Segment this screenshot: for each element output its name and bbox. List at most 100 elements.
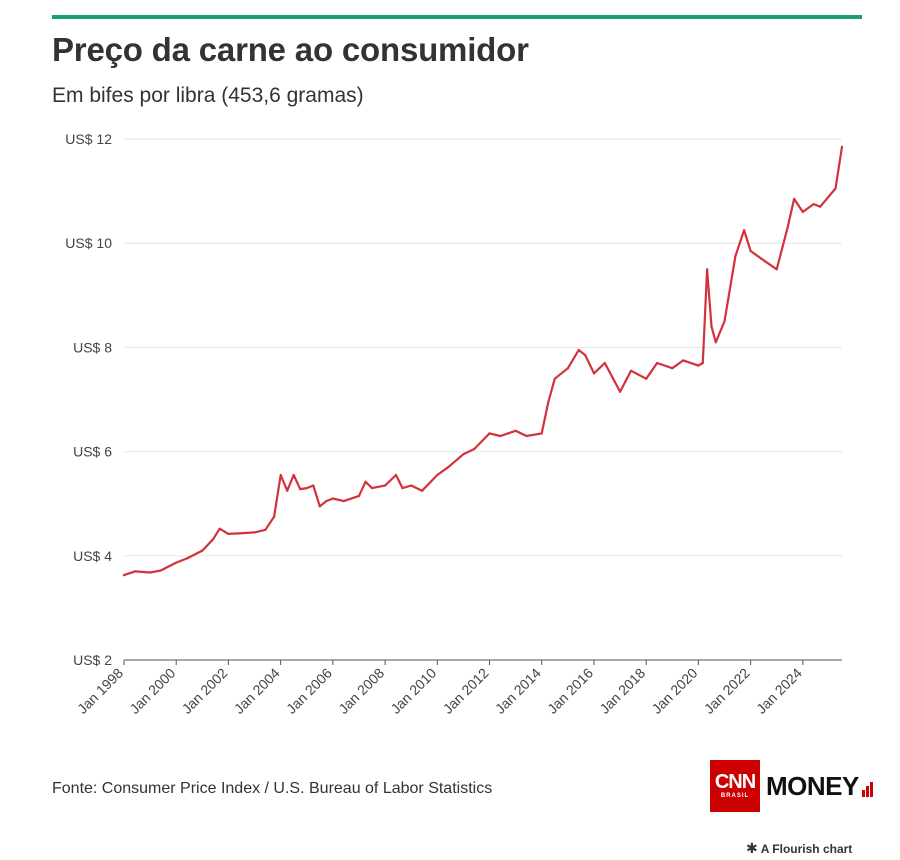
data-point	[801, 210, 804, 213]
data-point	[201, 549, 204, 552]
data-point	[401, 487, 404, 490]
y-tick-label: US$ 12	[65, 131, 112, 147]
data-point	[318, 505, 321, 508]
x-tick-label: Jan 2014	[492, 665, 544, 717]
flourish-credit-label: A Flourish chart	[760, 842, 853, 856]
accent-bar	[52, 15, 862, 19]
y-tick-label: US$ 10	[65, 235, 112, 251]
data-point	[701, 361, 704, 365]
data-point	[212, 538, 215, 541]
data-point	[577, 348, 580, 352]
data-point	[357, 494, 361, 497]
data-point	[175, 561, 178, 564]
data-point	[760, 257, 763, 260]
chart-title: Preço da carne ao consumidor	[52, 31, 529, 68]
data-point	[592, 372, 596, 375]
cnn-money-logo[interactable]: CNN BRASIL MONEY	[710, 760, 874, 812]
data-point	[436, 473, 439, 477]
data-point	[473, 447, 476, 451]
data-point	[159, 569, 163, 572]
data-point	[584, 354, 587, 357]
cnn-logo-text: CNN	[714, 771, 756, 793]
data-point	[253, 531, 256, 534]
y-tick-label: US$ 4	[73, 548, 112, 564]
data-point	[273, 515, 276, 518]
y-tick-label: US$ 8	[73, 339, 112, 355]
x-tick-label: Jan 2024	[753, 665, 805, 717]
data-point	[834, 187, 837, 190]
data-point	[645, 377, 648, 380]
x-tick-label: Jan 2022	[701, 665, 753, 717]
y-tick-label: US$ 2	[73, 652, 112, 668]
data-point	[697, 364, 700, 367]
data-point	[566, 367, 570, 370]
data-point	[540, 432, 543, 435]
x-tick-label: Jan 2010	[387, 665, 439, 717]
data-point	[410, 484, 413, 487]
x-tick-label: Jan 1998	[74, 665, 126, 717]
data-point	[370, 487, 374, 490]
data-point	[840, 145, 844, 148]
y-tick-label: US$ 6	[73, 444, 112, 460]
data-point	[264, 528, 267, 531]
data-point	[827, 195, 831, 198]
source-note: Fonte: Consumer Price Index / U.S. Burea…	[52, 780, 493, 797]
data-point	[710, 325, 713, 328]
y-axis-ticks: US$ 2 US$ 4 US$ 6 US$ 8 US$ 10 US$ 12	[65, 131, 112, 668]
data-point	[656, 361, 659, 365]
bar-graph-icon	[861, 781, 874, 797]
x-tick-label: Jan 2006	[283, 665, 335, 717]
data-point	[682, 359, 685, 362]
data-point	[714, 341, 717, 344]
data-point	[793, 197, 796, 200]
data-point	[279, 473, 282, 477]
data-point	[149, 571, 152, 574]
x-tick-label: Jan 2000	[126, 665, 178, 717]
x-tick-label: Jan 2012	[440, 665, 492, 717]
cnn-brasil-logo: CNN BRASIL	[710, 760, 760, 812]
line-chart: US$ 2 US$ 4 US$ 6 US$ 8 US$ 10 US$ 12 Jan 199…	[65, 131, 844, 717]
data-point	[619, 390, 622, 393]
data-point	[305, 487, 308, 490]
chart-subtitle: Em bifes por libra (453,6 gramas)	[52, 84, 364, 107]
data-point	[342, 500, 345, 503]
flourish-credit[interactable]: ✱ A Flourish chart	[746, 840, 852, 857]
data-point	[238, 532, 241, 535]
x-tick-label: Jan 2016	[544, 665, 596, 717]
series-line	[122, 145, 844, 577]
data-point	[547, 401, 550, 404]
data-point	[488, 432, 491, 435]
data-point	[364, 480, 367, 483]
data-point	[553, 377, 556, 380]
data-point	[603, 361, 606, 365]
data-point	[525, 434, 528, 438]
data-point	[331, 497, 334, 500]
money-logo-text: MONEY	[766, 770, 859, 801]
data-point	[743, 229, 746, 232]
data-point	[312, 484, 315, 487]
data-point	[786, 226, 789, 229]
x-tick-label: Jan 2020	[648, 665, 700, 717]
grid-lines	[124, 138, 842, 661]
data-point	[286, 489, 289, 492]
data-point	[133, 570, 136, 573]
data-point	[299, 488, 302, 491]
data-point	[384, 484, 387, 487]
x-tick-label: Jan 2018	[596, 665, 648, 717]
flourish-star-icon: ✱	[746, 840, 758, 856]
data-point	[499, 434, 502, 438]
data-point	[421, 489, 424, 492]
data-point	[325, 500, 328, 503]
data-point	[629, 369, 633, 372]
x-tick-label: Jan 2004	[231, 665, 283, 717]
data-point	[671, 367, 674, 370]
data-point	[218, 527, 221, 530]
x-axis: Jan 1998 Jan 2000 Jan 2002 Jan 2004 Jan 2006…	[74, 659, 842, 717]
data-point	[775, 268, 778, 271]
data-point	[227, 532, 230, 536]
data-point	[723, 320, 726, 323]
data-point	[514, 429, 517, 432]
data-point	[819, 205, 822, 208]
data-point	[706, 268, 709, 271]
data-point	[749, 249, 752, 253]
